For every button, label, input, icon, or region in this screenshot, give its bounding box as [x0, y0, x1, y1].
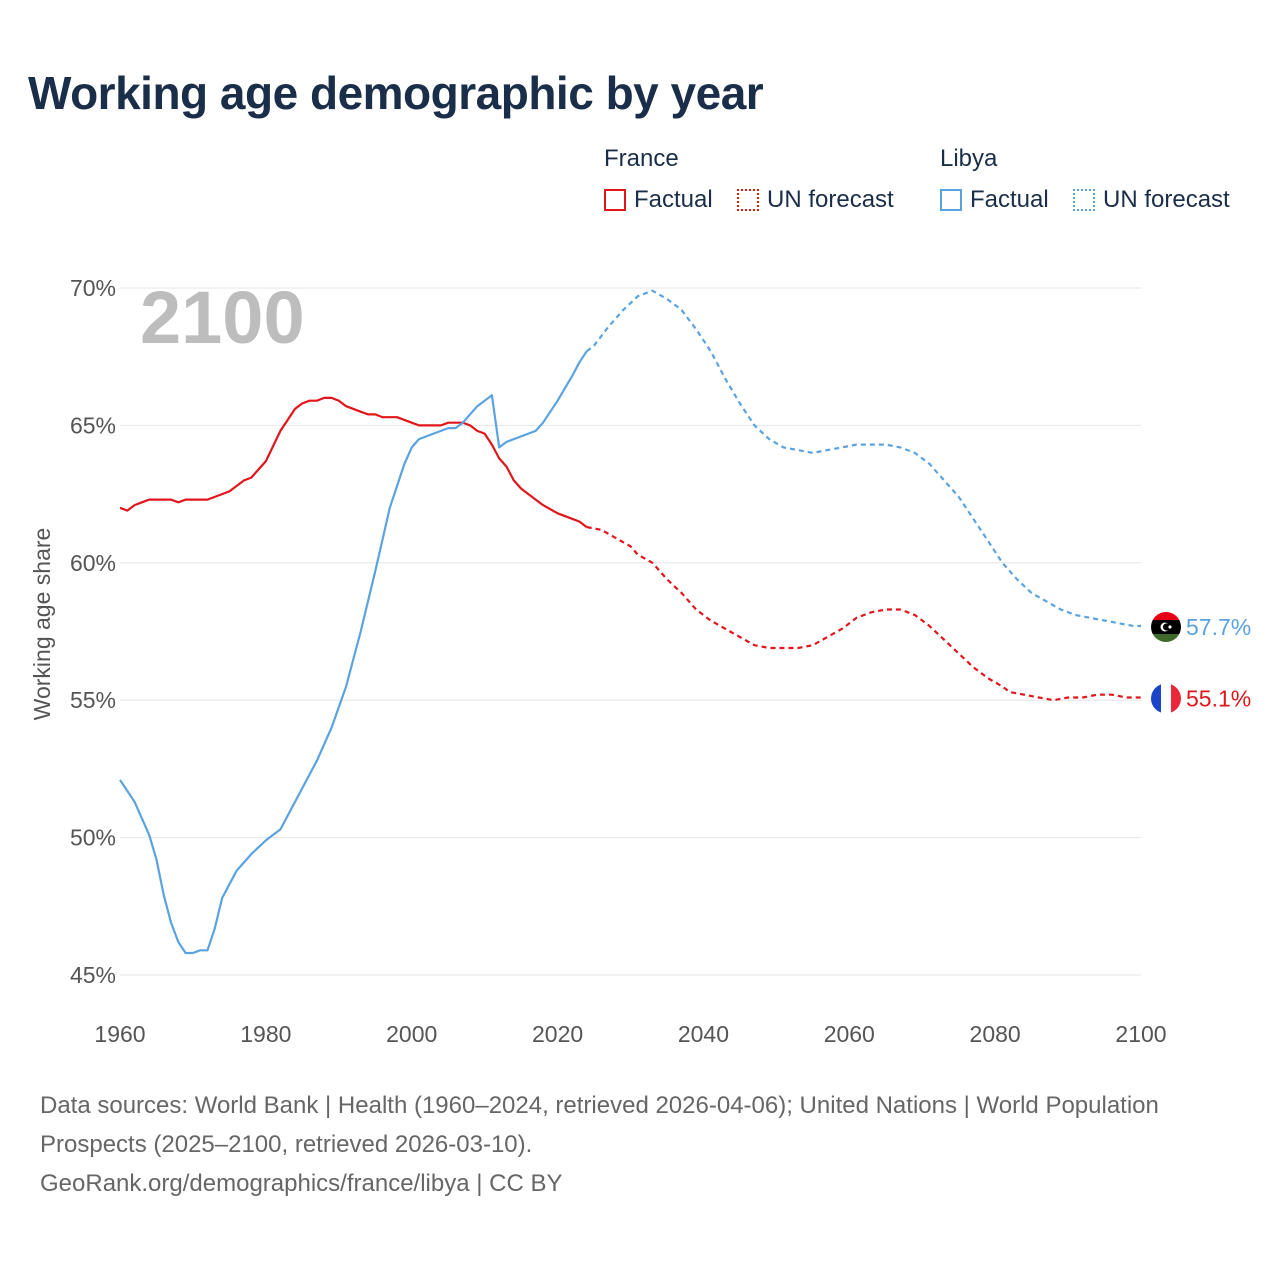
- data-sources-text: Data sources: World Bank | Health (1960–…: [40, 1092, 1159, 1158]
- france-factual-line: [119, 396, 588, 528]
- legend-item-label: Factual: [970, 186, 1049, 213]
- libya-factual-line: [119, 350, 588, 955]
- y-tick-label: 60%: [70, 550, 116, 576]
- legend-group-label: Libya: [940, 145, 998, 172]
- legend-swatch-dotted-icon: [1073, 189, 1095, 211]
- france-forecast-line: [586, 526, 1141, 702]
- legend-item-libya-forecast[interactable]: UN forecast: [1073, 186, 1230, 214]
- x-tick-label: 2060: [824, 1021, 875, 1047]
- legend-item-libya-factual[interactable]: Factual: [940, 186, 1049, 214]
- libya-forecast-line: [586, 289, 1141, 628]
- year-label: 2100: [140, 276, 305, 359]
- x-tick-label: 2000: [386, 1021, 437, 1047]
- line-chart: 45% 50% 55% 60% 65% 70% 1960 1980 2000 2020 2040 2…: [29, 275, 1251, 1047]
- legend-item-label: UN forecast: [767, 186, 894, 213]
- legend-swatch-solid-icon: [604, 189, 626, 211]
- x-tick-label: 2040: [678, 1021, 729, 1047]
- libya-flag-icon: [1151, 612, 1181, 643]
- france-flag-icon: [1151, 683, 1181, 714]
- x-tick-label: 2080: [970, 1021, 1021, 1047]
- france-end-value-label: 55.1%: [1186, 685, 1251, 711]
- y-axis: 45% 50% 55% 60% 65% 70%: [70, 275, 116, 988]
- chart-title: Working age demographic by year: [28, 67, 764, 119]
- x-tick-label: 1960: [94, 1021, 145, 1047]
- x-axis: 1960 1980 2000 2020 2040 2060 2080 2100: [94, 1021, 1166, 1047]
- y-tick-label: 45%: [70, 962, 116, 988]
- x-tick-label: 2020: [532, 1021, 583, 1047]
- credit-link[interactable]: GeoRank.org/demographics/france/libya | …: [40, 1170, 563, 1197]
- libya-end-value-label: 57.7%: [1186, 614, 1251, 640]
- y-tick-label: 70%: [70, 275, 116, 301]
- grid: [120, 287, 1141, 976]
- legend-item-label: UN forecast: [1103, 186, 1230, 213]
- y-axis-label: Working age share: [29, 528, 55, 721]
- footer: Data sources: World Bank | Health (1960–…: [40, 1086, 1220, 1203]
- x-tick-label: 2100: [1115, 1021, 1166, 1047]
- legend-swatch-solid-icon: [940, 189, 962, 211]
- x-tick-label: 1980: [240, 1021, 291, 1047]
- legend-swatch-dotted-icon: [737, 189, 759, 211]
- legend-group-label: France: [604, 145, 679, 172]
- legend-item-label: Factual: [634, 186, 713, 213]
- legend-item-france-forecast[interactable]: UN forecast: [737, 186, 894, 214]
- y-tick-label: 65%: [70, 412, 116, 438]
- legend-item-france-factual[interactable]: Factual: [604, 186, 713, 214]
- y-tick-label: 50%: [70, 825, 116, 851]
- y-tick-label: 55%: [70, 687, 116, 713]
- series: [119, 289, 1141, 955]
